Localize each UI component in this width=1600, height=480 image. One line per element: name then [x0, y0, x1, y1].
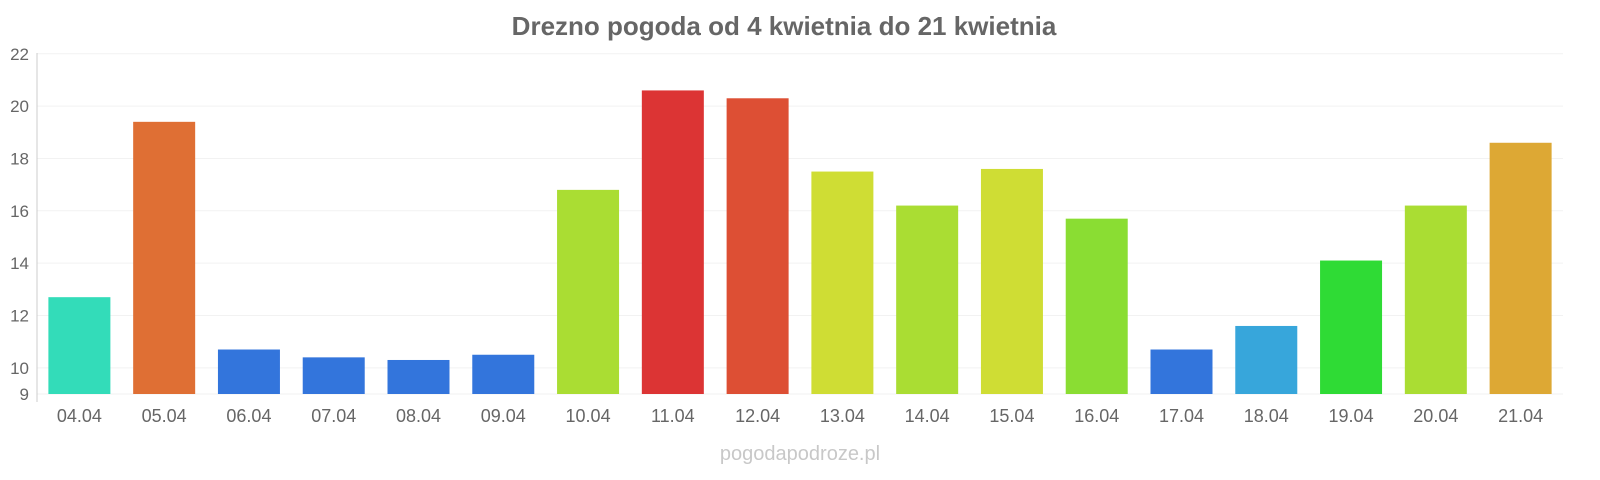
- x-tick-label: 04.04: [57, 406, 102, 426]
- bar-15.04: [980, 168, 1043, 394]
- x-tick-label: 16.04: [1074, 406, 1119, 426]
- bar-07.04: [302, 357, 365, 394]
- y-tick-label: 12: [10, 306, 29, 325]
- bar-18.04: [1235, 325, 1298, 394]
- bar-11.04: [641, 90, 704, 394]
- bar-14.04: [896, 205, 959, 394]
- bar-12.04: [726, 98, 789, 395]
- bar-05.04: [133, 121, 196, 394]
- bar-20.04: [1404, 205, 1467, 394]
- x-tick-label: 19.04: [1329, 406, 1374, 426]
- x-tick-label: 13.04: [820, 406, 865, 426]
- x-tick-label: 17.04: [1159, 406, 1204, 426]
- x-tick-label: 20.04: [1413, 406, 1458, 426]
- x-tick-label: 08.04: [396, 406, 441, 426]
- chart-title: Drezno pogoda od 4 kwietnia do 21 kwietn…: [512, 11, 1057, 41]
- x-tick-label: 15.04: [989, 406, 1034, 426]
- y-tick-label: 18: [10, 149, 29, 168]
- bar-21.04: [1489, 142, 1552, 394]
- y-tick-label: 9: [20, 385, 29, 404]
- y-tick-label: 22: [10, 45, 29, 64]
- bar-19.04: [1320, 260, 1383, 394]
- x-tick-label: 10.04: [566, 406, 611, 426]
- bar-10.04: [557, 189, 620, 394]
- x-tick-label: 05.04: [142, 406, 187, 426]
- x-tick-label: 09.04: [481, 406, 526, 426]
- x-tick-label: 11.04: [651, 406, 695, 426]
- x-tick-label: 14.04: [905, 406, 950, 426]
- y-tick-label: 20: [10, 97, 29, 116]
- y-tick-label: 14: [10, 254, 29, 273]
- x-tick-label: 06.04: [226, 406, 271, 426]
- x-tick-label: 18.04: [1244, 406, 1289, 426]
- y-tick-label: 16: [10, 202, 29, 221]
- watermark: pogodapodroze.pl: [720, 443, 880, 465]
- bar-08.04: [387, 359, 450, 394]
- y-tick-label: 10: [10, 359, 29, 378]
- bar-06.04: [217, 349, 280, 394]
- bar-17.04: [1150, 349, 1213, 394]
- x-tick-label: 07.04: [311, 406, 356, 426]
- bar-09.04: [472, 354, 535, 394]
- bar-04.04: [48, 297, 111, 394]
- bar-13.04: [811, 171, 874, 394]
- x-tick-label: 12.04: [735, 406, 780, 426]
- bar-16.04: [1065, 218, 1128, 394]
- x-tick-label: 21.04: [1498, 406, 1543, 426]
